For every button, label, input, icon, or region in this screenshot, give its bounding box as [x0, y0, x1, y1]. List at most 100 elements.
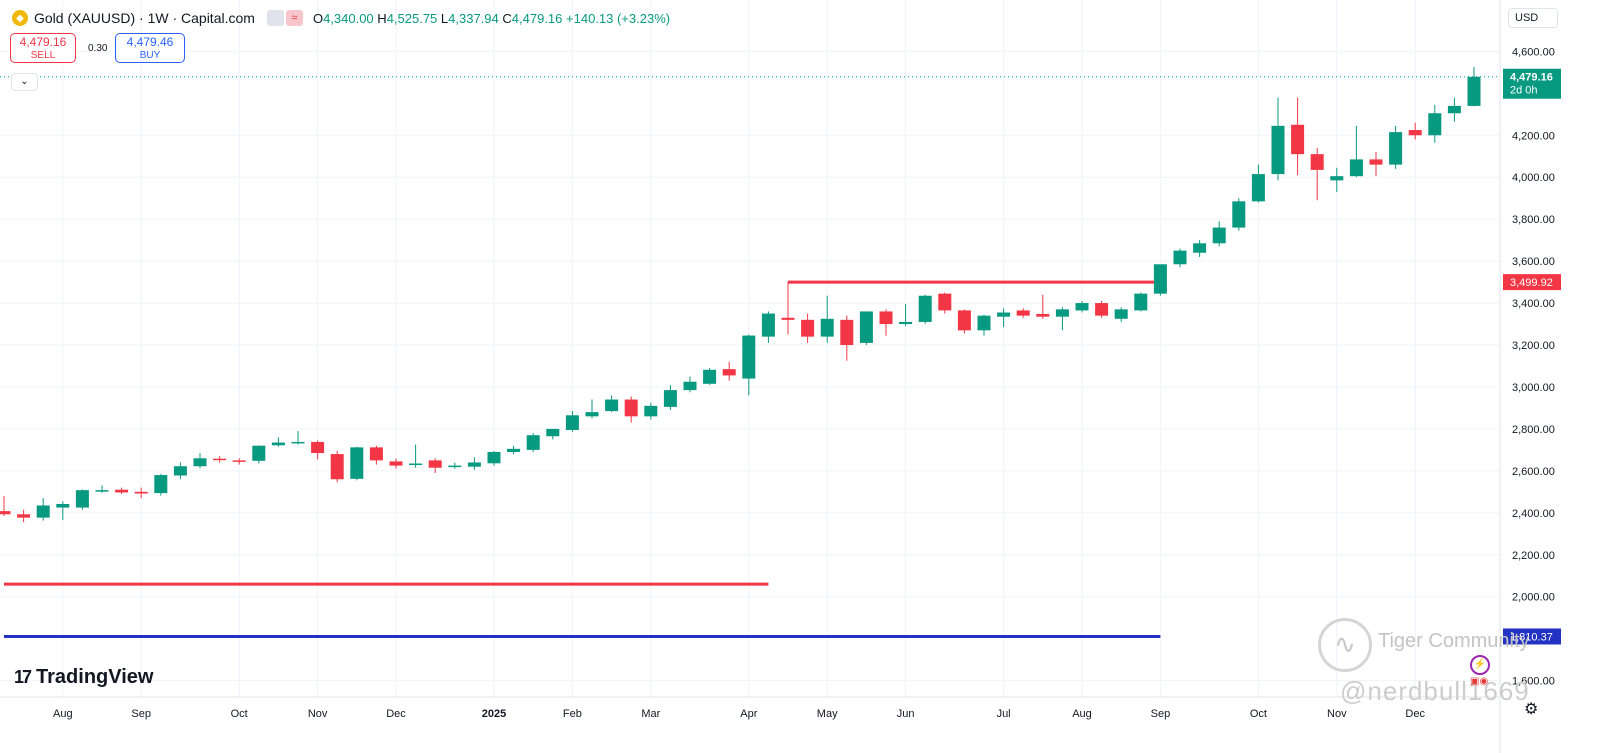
x-tick-label: 2025 [482, 708, 506, 720]
x-tick-label: May [817, 708, 838, 720]
candle-body [1095, 303, 1109, 316]
candle-body [252, 445, 266, 461]
x-tick-label: Jun [897, 708, 915, 720]
buy-button[interactable]: 4,479.46 BUY [115, 33, 185, 63]
candle-body [1193, 243, 1207, 253]
candle-body [1055, 309, 1069, 317]
sell-label: SELL [30, 50, 56, 61]
level-price-tag [1503, 274, 1561, 291]
x-tick-label: Nov [308, 708, 328, 720]
candle-body [526, 435, 540, 450]
candle-body [761, 313, 775, 337]
candle-body [938, 293, 952, 311]
y-tick-label: 3,400.00 [1512, 298, 1555, 310]
y-tick-label: 3,600.00 [1512, 256, 1555, 268]
y-tick-label: 4,200.00 [1512, 130, 1555, 142]
candle-body [1271, 125, 1285, 175]
candle-body [683, 381, 697, 391]
buy-label: BUY [139, 50, 161, 61]
candle-body [1330, 176, 1344, 181]
tradingview-logo: 17 TradingView [14, 666, 153, 689]
candle-body [330, 454, 344, 480]
currency-selector[interactable]: USD [1508, 8, 1558, 28]
y-tick-label: 1,600.00 [1512, 676, 1555, 688]
x-tick-label: Aug [1072, 708, 1092, 720]
candle-body [918, 295, 932, 322]
candle-body [1173, 250, 1187, 265]
candle-body [1251, 174, 1265, 202]
candle-body [879, 311, 893, 325]
candle-body [311, 441, 325, 454]
candle-body [467, 462, 481, 467]
candle-body [389, 461, 403, 466]
candle-body [1153, 264, 1167, 294]
collapse-chevron-icon[interactable]: ⌄ [11, 73, 38, 91]
lightning-icon[interactable]: ⚡ [1470, 655, 1490, 675]
candle-body [899, 321, 913, 325]
candle-body [1310, 154, 1324, 170]
candle-body [624, 399, 638, 417]
x-tick-label: Aug [53, 708, 73, 720]
candle-body [448, 465, 462, 468]
candle-body [820, 318, 834, 337]
y-tick-label: 2,800.00 [1512, 424, 1555, 436]
candle-body [1016, 310, 1030, 316]
candle-body [17, 514, 31, 518]
y-tick-label: 4,600.00 [1512, 46, 1555, 58]
candle-body [1447, 105, 1461, 114]
x-tick-label: Apr [740, 708, 757, 720]
candle-body [722, 369, 736, 376]
countdown-label: 2d 0h [1510, 85, 1538, 97]
candle-body [1134, 293, 1148, 311]
y-tick-label: 2,600.00 [1512, 466, 1555, 478]
candle-body [1369, 159, 1383, 165]
candle-body [840, 319, 854, 346]
y-tick-label: 4,000.00 [1512, 172, 1555, 184]
candle-body [193, 458, 207, 467]
candle-body [1036, 313, 1050, 317]
change-value: +140.13 (+3.23%) [566, 10, 671, 26]
candle-body [957, 310, 971, 331]
gear-icon[interactable]: ⚙ [1524, 701, 1539, 718]
toggle-icon[interactable] [266, 10, 284, 26]
candle-body [585, 412, 599, 417]
chart-header: ◆ Gold (XAUUSD) · 1W · Capital.com ≈ O4,… [12, 8, 670, 28]
candle-body [1075, 303, 1089, 311]
candle-body [644, 405, 658, 417]
candle-body [154, 475, 168, 494]
events-flags-icon[interactable]: ▣◉ [1470, 676, 1489, 687]
candle-body [1408, 130, 1422, 136]
candle-body [663, 390, 677, 407]
x-tick-label: Oct [1250, 708, 1267, 720]
candle-body [75, 490, 89, 508]
y-tick-label: 2,400.00 [1512, 508, 1555, 520]
level-price-label: 3,499.92 [1510, 277, 1553, 289]
tradingview-mark-icon: 17 [14, 667, 32, 687]
ohlc-readout: O4,340.00 H4,525.75 L4,337.94 C4,479.16 … [312, 10, 671, 26]
x-tick-label: Jul [997, 708, 1011, 720]
candle-body [1467, 76, 1481, 106]
candle-body [507, 448, 521, 452]
candle-body [36, 505, 50, 518]
x-tick-label: Sep [1151, 708, 1171, 720]
level-price-tag [1503, 628, 1561, 645]
symbol-title[interactable]: Gold (XAUUSD) · 1W · Capital.com [34, 10, 255, 26]
x-tick-label: Mar [641, 708, 660, 720]
candle-body [1389, 132, 1403, 165]
candle-body [428, 460, 442, 468]
candle-body [271, 442, 285, 446]
sell-button[interactable]: 4,479.16 SELL [10, 33, 76, 63]
wave-icon[interactable]: ≈ [285, 10, 303, 26]
x-tick-label: Feb [563, 708, 582, 720]
candle-body [703, 369, 717, 384]
candle-body [232, 460, 246, 462]
gold-coin-icon: ◆ [12, 10, 28, 26]
candle-body [546, 428, 560, 437]
x-tick-label: Nov [1327, 708, 1347, 720]
tiger-watermark-icon: ∿ [1318, 618, 1372, 672]
candle-body [997, 312, 1011, 317]
candle-body [95, 490, 109, 492]
watermark-handle: @nerdbull1669 [1340, 676, 1530, 706]
x-tick-label: Dec [1405, 708, 1425, 720]
